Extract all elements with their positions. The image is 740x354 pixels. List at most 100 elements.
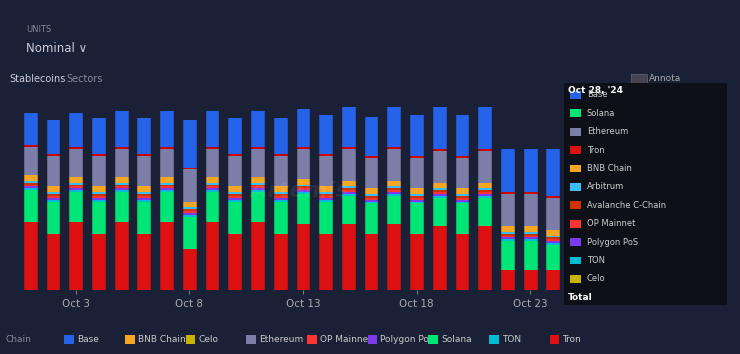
Bar [67, 183, 84, 184]
Bar [249, 111, 266, 147]
Bar [67, 222, 84, 290]
Bar [204, 147, 221, 149]
Bar [295, 179, 311, 184]
Bar [522, 149, 538, 192]
Bar [477, 226, 493, 290]
Bar [317, 201, 334, 234]
Bar [204, 184, 221, 187]
Bar [317, 187, 334, 192]
Bar [454, 196, 470, 198]
Bar [477, 150, 493, 183]
Bar [226, 200, 243, 201]
Bar [340, 147, 357, 149]
Bar [386, 149, 402, 181]
Bar [113, 111, 130, 147]
Bar [22, 184, 38, 187]
Bar [22, 187, 38, 188]
Bar [545, 235, 561, 238]
Bar [340, 188, 357, 190]
Bar [45, 194, 61, 196]
Bar [431, 226, 448, 290]
Bar [249, 184, 266, 187]
Bar [135, 201, 152, 234]
Bar [500, 241, 516, 269]
Bar [431, 192, 448, 194]
Bar [22, 188, 38, 190]
Bar [454, 200, 470, 201]
Bar [545, 269, 561, 290]
Bar [181, 207, 198, 209]
Bar [363, 158, 380, 188]
Text: Tron: Tron [562, 335, 581, 344]
Bar [431, 198, 448, 226]
Bar [295, 109, 311, 147]
Bar [295, 188, 311, 190]
Bar [545, 239, 561, 241]
Bar [226, 201, 243, 234]
Bar [500, 238, 516, 239]
Bar [454, 201, 470, 204]
Bar [113, 188, 130, 190]
Bar [340, 107, 357, 147]
Bar [22, 147, 38, 175]
Bar [431, 194, 448, 196]
Bar [431, 149, 448, 150]
Bar [522, 238, 538, 239]
Bar [158, 147, 175, 149]
Bar [45, 198, 61, 200]
Bar [249, 147, 266, 149]
Bar [295, 190, 311, 192]
Text: Avalanche C-Chain: Avalanche C-Chain [587, 201, 666, 210]
Text: Chain: Chain [5, 335, 31, 344]
Bar [408, 200, 425, 201]
Bar [204, 192, 221, 222]
Bar [500, 232, 516, 234]
Bar [45, 201, 61, 234]
Bar [431, 196, 448, 198]
Bar [113, 183, 130, 184]
Bar [135, 200, 152, 201]
Bar [431, 190, 448, 192]
Bar [226, 194, 243, 196]
Bar [545, 198, 561, 230]
Text: OP Mainnet: OP Mainnet [320, 335, 371, 344]
Bar [226, 156, 243, 187]
Bar [454, 158, 470, 188]
Bar [45, 196, 61, 198]
Bar [522, 239, 538, 241]
Bar [181, 217, 198, 249]
Text: UNITS: UNITS [26, 25, 51, 34]
Bar [454, 234, 470, 290]
Bar [477, 190, 493, 192]
Bar [226, 154, 243, 156]
Bar [249, 187, 266, 188]
Bar [45, 200, 61, 201]
Bar [408, 201, 425, 204]
Bar [158, 222, 175, 290]
Bar [340, 224, 357, 290]
Bar [386, 188, 402, 190]
Bar [249, 183, 266, 184]
Bar [158, 188, 175, 190]
Bar [408, 204, 425, 234]
Bar [158, 187, 175, 188]
Bar [545, 245, 561, 269]
Bar [500, 194, 516, 226]
Bar [386, 187, 402, 188]
Text: Total: Total [568, 293, 593, 302]
Bar [340, 190, 357, 192]
Bar [408, 156, 425, 158]
Bar [386, 147, 402, 149]
Bar [135, 234, 152, 290]
Bar [317, 200, 334, 201]
Bar [113, 184, 130, 187]
Bar [90, 200, 107, 201]
Bar [113, 187, 130, 188]
Bar [226, 187, 243, 192]
Bar [295, 224, 311, 290]
Bar [158, 192, 175, 222]
Text: Polygon PoS: Polygon PoS [380, 335, 435, 344]
Bar [67, 187, 84, 188]
Bar [317, 194, 334, 196]
Bar [204, 149, 221, 177]
